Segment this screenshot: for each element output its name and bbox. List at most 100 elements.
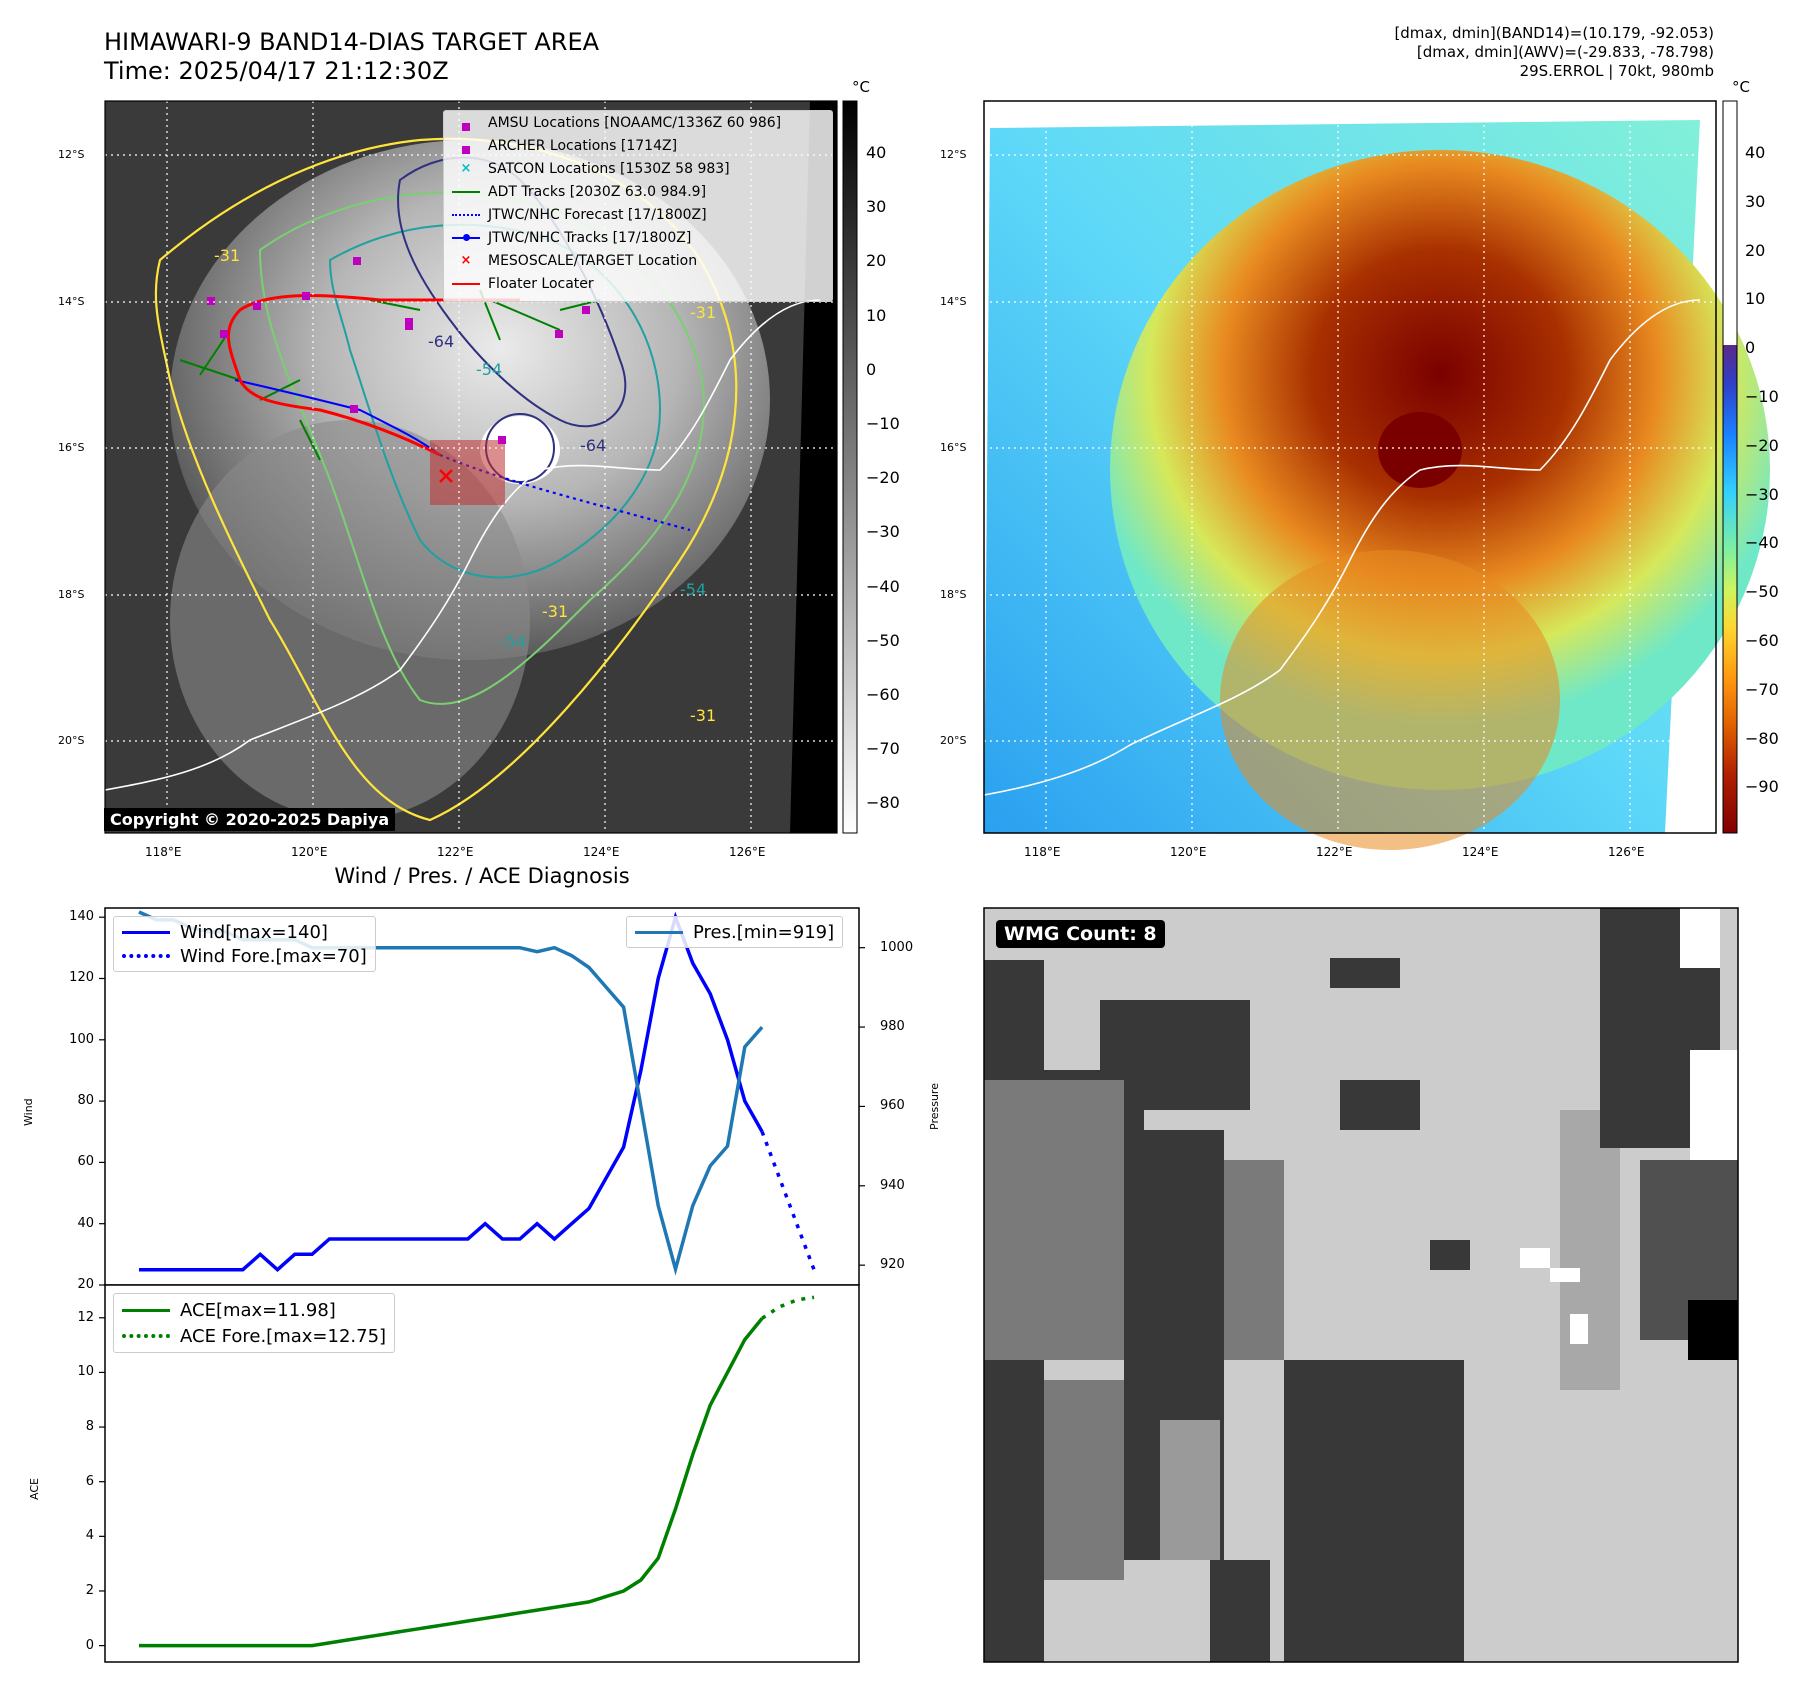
color-colorbar-tick: 10 [1745,289,1766,309]
map-grid-right [984,101,1716,833]
gray-colorbar-tick: 40 [866,143,887,162]
gray-colorbar [842,100,858,834]
legend-pres-swatch [635,930,683,934]
ace-ytick: 4 [85,1528,94,1544]
map-legend-item: JTWC/NHC Tracks [17/1800Z] [444,226,832,249]
ace-series-layer [99,1295,815,1648]
coastline-right [983,299,1701,796]
info-line3: 29S.ERROL | 70kt, 980mb [1519,62,1714,80]
jtwc-forecast [439,453,691,532]
ace-legend: ACE[max=11.98] ACE Fore.[max=12.75] [113,1293,396,1353]
lat-label-right: 18°S [940,588,967,601]
map-legend-item: ADT Tracks [2030Z 63.0 984.9] [444,180,832,203]
color-colorbar-tick: −80 [1745,728,1779,748]
map-legend-item: AMSU Locations [NOAAMC/1336Z 60 986] [444,111,832,134]
contour-label: -54 [476,360,503,379]
wmg-frame [983,907,1739,1663]
lon-label: 122°E [437,845,474,859]
ace-ytick: 6 [85,1473,94,1489]
lon-label-right: 120°E [1170,845,1207,859]
pressure-ytick: 920 [880,1257,905,1273]
title-block: HIMAWARI-9 BAND14-DIAS TARGET AREA Time:… [104,28,599,86]
color-colorbar-warm [1723,101,1737,345]
gray-colorbar-tick: −30 [866,522,900,542]
gray-colorbar-tick: 10 [866,305,887,325]
color-colorbar-tick: 40 [1745,143,1766,162]
map-legend-swatch [452,119,480,131]
cloud-band-south-color [1220,550,1560,850]
wmg-panel [983,907,1739,1663]
legend-ace: ACE[max=11.98] [122,1297,386,1323]
lon-label-right: 126°E [1608,845,1645,859]
jtwc-track [234,379,441,456]
pressure-ytick: 940 [880,1177,905,1193]
lat-label: 12°S [58,148,85,161]
title-line2: Time: 2025/04/17 21:12:30Z [104,57,449,85]
lon-label: 118°E [145,845,182,859]
gray-colorbar-tick: −20 [866,468,900,488]
ace-ytick: 10 [77,1364,94,1380]
target-marker [439,469,453,483]
lat-label-right: 12°S [940,148,967,161]
contour-label: -31 [214,246,241,265]
pressure-ytick: 980 [880,1019,905,1035]
map-legend-label: SATCON Locations [1530Z 58 983] [488,160,730,177]
info-line1: [dmax, dmin](BAND14)=(10.179, -92.053) [1394,24,1714,42]
contour-label: -64 [428,332,455,351]
contour-label: -64 [580,436,607,455]
title-line1: HIMAWARI-9 BAND14-DIAS TARGET AREA [104,28,600,56]
wind-line [139,911,764,1273]
map-legend-label: JTWC/NHC Forecast [17/1800Z] [488,206,707,223]
map-legend-swatch: × [460,160,472,176]
lat-label-right: 14°S [940,295,967,308]
color-colorbar-unit: °C [1732,78,1750,96]
map-legend-item: Floater Locater [444,272,832,295]
wind-ytick: 100 [69,1031,94,1047]
ace-ytick: 12 [77,1309,94,1325]
floater-track [226,294,520,457]
legend-wind-fore-label: Wind Fore.[max=70] [180,945,367,967]
ace-ylabel: ACE [28,1478,41,1500]
ir-color-map [983,100,1770,850]
map-legend-label: ARCHER Locations [1714Z] [488,137,678,154]
pres-legend: Pres.[min=919] [626,916,844,948]
map-legend-label: ADT Tracks [2030Z 63.0 984.9] [488,183,707,200]
map-legend-swatch [452,282,480,285]
lat-label: 18°S [58,588,85,601]
legend-ace-label: ACE[max=11.98] [180,1299,336,1321]
wind-ytick: 120 [69,970,94,986]
ace-ytick: 2 [85,1582,94,1598]
coastline [104,299,821,791]
wmg-count-badge: WMG Count: 8 [996,920,1165,948]
gray-colorbar-tick: −40 [866,576,900,596]
wind-ytick: 140 [69,909,94,925]
gray-colorbar-tick: 0 [866,359,877,379]
map-legend-swatch [452,213,480,216]
gray-colorbar-unit: °C [852,78,870,96]
lon-label: 120°E [291,845,328,859]
legend-pres: Pres.[min=919] [635,920,834,944]
gray-colorbar-tick: −50 [866,630,900,650]
color-colorbar-tick: −60 [1745,631,1779,650]
map-legend-item: × SATCON Locations [1530Z 58 983] [444,157,832,180]
gray-colorbar-tick: 20 [866,251,887,271]
legend-ace-fore: ACE Fore.[max=12.75] [122,1323,386,1349]
gray-colorbar-tick: 30 [866,197,887,217]
color-colorbar-tick: −10 [1745,387,1779,406]
legend-ace-swatch [122,1308,170,1312]
map-legend-label: Floater Locater [488,275,594,292]
legend-ace-fore-swatch [122,1334,170,1338]
gray-colorbar-tick: −10 [866,414,900,433]
map-legend: AMSU Locations [NOAAMC/1336Z 60 986] ARCH… [443,110,833,302]
lon-label: 126°E [729,845,766,859]
color-colorbar-tick: −70 [1745,679,1779,699]
wind-ylabel: Wind [22,1098,35,1126]
wind-forecast-line [760,1131,816,1271]
map-legend-label: JTWC/NHC Tracks [17/1800Z] [488,229,692,246]
lon-label-right: 118°E [1024,845,1061,859]
color-colorbar-tick: 0 [1745,338,1756,358]
lat-label-right: 20°S [940,734,967,747]
amsu-markers [207,257,590,444]
ace-ytick: 8 [85,1419,94,1435]
contour-label: -31 [542,602,569,621]
